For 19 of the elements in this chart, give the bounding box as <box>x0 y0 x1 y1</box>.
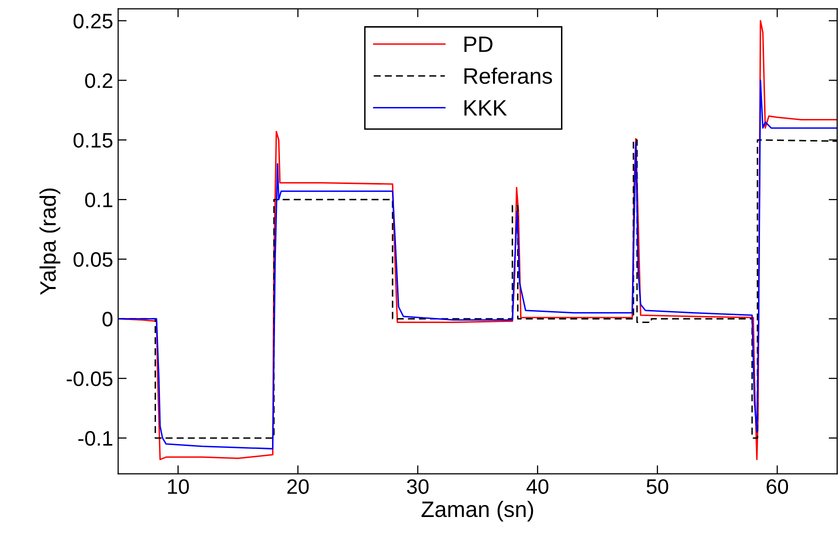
x-tick-label: 40 <box>526 479 548 494</box>
y-tick-label: 0.25 <box>74 14 112 28</box>
y-tick-label: 0.05 <box>74 252 112 267</box>
y-tick-label: 0.2 <box>85 73 112 88</box>
x-tick-label: 30 <box>406 479 429 494</box>
x-tick-label: 60 <box>766 479 788 494</box>
y-tick-label: -0.1 <box>78 431 112 446</box>
y-tick-label: 0 <box>102 312 112 327</box>
y-tick-label: 0.1 <box>85 192 112 208</box>
legend-label: KKK <box>464 100 507 116</box>
x-tick-label: 50 <box>646 479 668 494</box>
legend-label: Referans <box>464 68 552 84</box>
y-tick-label: 0.15 <box>74 132 112 148</box>
x-tick-label: 10 <box>168 479 189 494</box>
y-tick-label: -0.05 <box>66 371 112 386</box>
y-axis-title: Yalpa (rad) <box>40 188 60 295</box>
x-axis-title: Zaman (sn) <box>422 500 534 522</box>
x-tick-label: 20 <box>287 479 309 494</box>
legend-label: PD <box>464 36 492 52</box>
